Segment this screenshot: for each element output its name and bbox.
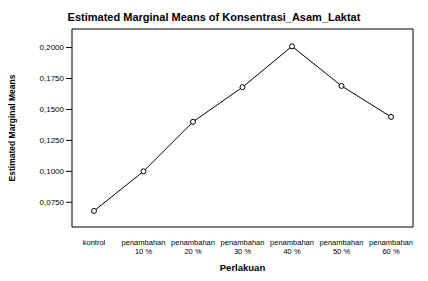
svg-text:20 %: 20 % <box>184 247 201 256</box>
svg-text:penambahan: penambahan <box>270 238 314 247</box>
svg-text:0,1250: 0,1250 <box>40 136 65 145</box>
svg-text:penambahan: penambahan <box>369 238 413 247</box>
svg-text:30 %: 30 % <box>234 247 251 256</box>
html-text:Estimated Marginal Means of Ko: Estimated Marginal Means of Konsentrasi_… <box>67 11 361 23</box>
svg-text:kontrol: kontrol <box>83 238 106 247</box>
svg-text:0,2000: 0,2000 <box>40 43 65 52</box>
svg-text:0,1500: 0,1500 <box>40 105 65 114</box>
svg-text:Perlakuan: Perlakuan <box>220 262 266 273</box>
svg-text:penambahan: penambahan <box>171 238 215 247</box>
svg-text:0,0750: 0,0750 <box>40 198 65 207</box>
svg-text:penambahan: penambahan <box>122 238 166 247</box>
svg-text:0,1000: 0,1000 <box>40 167 65 176</box>
svg-text:10 %: 10 % <box>135 247 152 256</box>
svg-text:Estimated Marginal Means: Estimated Marginal Means <box>8 74 17 181</box>
svg-text:60 %: 60 % <box>382 247 399 256</box>
svg-text:penambahan: penambahan <box>221 238 265 247</box>
svg-text:0,1750: 0,1750 <box>40 74 65 83</box>
svg-text:40 %: 40 % <box>283 247 300 256</box>
svg-text:50 %: 50 % <box>333 247 350 256</box>
svg-text:penambahan: penambahan <box>320 238 364 247</box>
